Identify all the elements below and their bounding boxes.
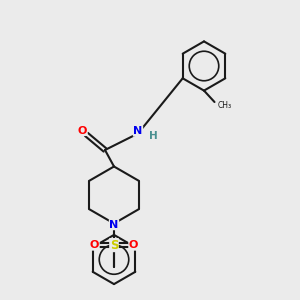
Text: O: O — [78, 125, 87, 136]
Text: CH₃: CH₃ — [218, 101, 232, 110]
Text: N: N — [134, 126, 142, 136]
Text: N: N — [110, 220, 118, 230]
Text: O: O — [90, 240, 99, 250]
Text: O: O — [129, 240, 138, 250]
Text: H: H — [149, 131, 158, 141]
Text: S: S — [110, 238, 118, 252]
